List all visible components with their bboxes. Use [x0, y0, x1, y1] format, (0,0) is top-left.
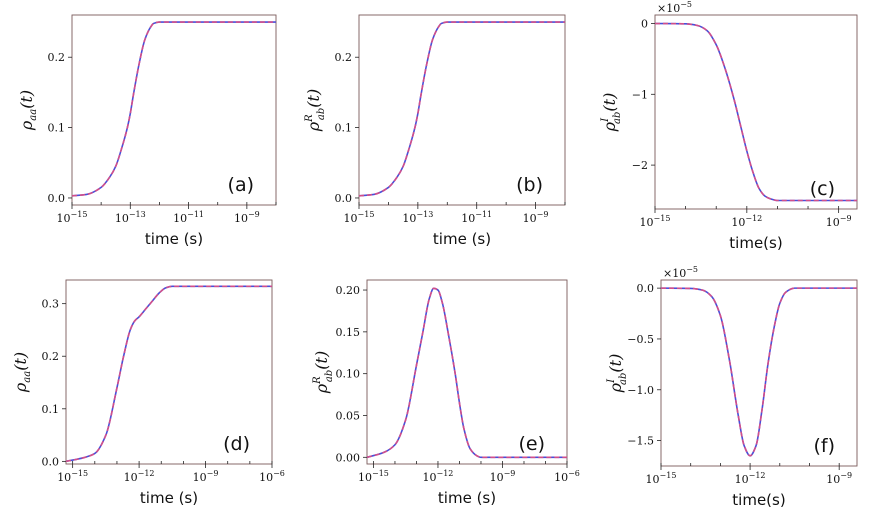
y-tick-label: 0.20	[336, 284, 361, 297]
y-offset-label: ×10−5	[657, 0, 692, 15]
panel-label: (d)	[223, 433, 250, 455]
y-tick-label: 0.2	[42, 350, 60, 363]
y-tick-label: 0.0	[335, 192, 353, 205]
x-tick-label: 10−9	[826, 214, 852, 229]
plot-frame	[65, 279, 273, 465]
y-tick-label: 0.2	[335, 51, 353, 64]
panel-c: 10−15 10−12 10−9 0 −1 −2 ×10−5 time(s) ρIab(t) (c…	[600, 0, 858, 252]
series-exact-line	[654, 22, 857, 202]
y-axis-label: ρIab(t)	[606, 354, 629, 394]
y-tick-label: 0.15	[336, 326, 361, 339]
x-tick-label: 10−12	[423, 469, 454, 484]
x-tick-label: 10−6	[554, 469, 580, 484]
panel-e: 10−15 10−12 10−9 10−6 0.00 0.05 0.10 0.15 0.20 ti…	[312, 279, 580, 507]
y-tick-label: 0.05	[336, 409, 361, 422]
y-tick-label: 0.3	[42, 298, 60, 311]
y-tick-label: −1.5	[627, 435, 654, 448]
y-tick-label: 0.0	[637, 282, 655, 295]
series-approx-line	[358, 21, 565, 197]
plot-frame	[654, 14, 858, 210]
x-axis-label: time (s)	[438, 489, 496, 507]
x-tick-label: 10−15	[358, 469, 389, 484]
panel-f: 10−15 10−12 10−9 0.0 −0.5 −1.0 −1.5 ×10−5 time(s…	[606, 265, 858, 509]
series-approx-line	[654, 22, 857, 202]
x-tick-label: 10−9	[523, 210, 549, 225]
y-axis-label: ρRab(t)	[304, 89, 327, 132]
y-tick-label: 0.00	[336, 451, 361, 464]
y-axis-label: ρIab(t)	[600, 93, 623, 133]
y-tick-label: 0	[641, 17, 648, 30]
x-tick-label: 10−12	[735, 471, 766, 486]
series-exact-line	[71, 21, 276, 197]
x-axis-label: time(s)	[729, 234, 782, 252]
x-tick-label: 10−9	[234, 210, 260, 225]
series-exact-line	[358, 21, 565, 197]
x-tick-label: 10−9	[490, 469, 516, 484]
y-tick-label: 0.2	[48, 51, 66, 64]
y-axis-label: ρRab(t)	[312, 351, 335, 394]
series-approx-line	[366, 287, 567, 459]
x-tick-label: 10−13	[115, 210, 146, 225]
x-axis-label: time (s)	[140, 489, 198, 507]
x-tick-label: 10−11	[173, 210, 204, 225]
y-tick-label: −0.5	[627, 333, 654, 346]
panel-label: (f)	[813, 435, 835, 457]
series-approx-line	[71, 21, 276, 197]
series-exact-line	[660, 287, 857, 457]
panel-label: (c)	[810, 178, 835, 200]
panel-label: (e)	[518, 433, 545, 455]
y-tick-label: 0.1	[42, 403, 60, 416]
y-axis-label: ρaa(t)	[17, 90, 39, 131]
panel-label: (b)	[516, 174, 543, 196]
x-tick-label: 10−12	[731, 214, 762, 229]
y-tick-label: −2	[632, 159, 648, 172]
series-exact-line	[366, 287, 567, 459]
x-tick-label: 10−11	[461, 210, 492, 225]
x-tick-label: 10−9	[193, 469, 219, 484]
series-approx-line	[65, 285, 272, 463]
y-tick-label: −1	[632, 88, 648, 101]
panel-d: 10−15 10−12 10−9 10−6 0.0 0.1 0.2 0.3 time (s) ρa…	[11, 279, 285, 507]
plot-frame	[71, 14, 277, 206]
x-tick-label: 10−12	[124, 469, 155, 484]
x-tick-label: 10−9	[826, 471, 852, 486]
x-tick-label: 10−15	[57, 210, 88, 225]
panel-a: 10−15 10−13 10−11 10−9 0.0 0.1 0.2 time (s) ρaa(…	[17, 14, 277, 248]
x-tick-label: 10−15	[640, 214, 671, 229]
panel-b: 10−15 10−13 10−11 10−9 0.0 0.1 0.2 time (s) ρRab…	[304, 14, 566, 248]
series-approx-line	[660, 287, 857, 457]
y-tick-label: 0.0	[48, 192, 66, 205]
x-tick-label: 10−15	[344, 210, 375, 225]
plot-frame	[358, 14, 566, 206]
y-tick-label: 0.10	[336, 368, 361, 381]
y-tick-label: 0.1	[335, 122, 353, 135]
plot-frame	[660, 279, 858, 467]
y-offset-label: ×10−5	[663, 265, 698, 280]
y-tick-label: 0.0	[42, 455, 60, 468]
x-tick-label: 10−15	[57, 469, 88, 484]
y-axis-label: ρaa(t)	[11, 352, 33, 393]
x-axis-label: time (s)	[145, 230, 203, 248]
x-tick-label: 10−6	[259, 469, 285, 484]
x-tick-label: 10−13	[402, 210, 433, 225]
x-axis-label: time(s)	[732, 491, 785, 509]
y-tick-label: −1.0	[627, 384, 654, 397]
plot-frame	[366, 279, 568, 465]
x-tick-label: 10−15	[646, 471, 677, 486]
y-tick-label: 0.1	[48, 122, 66, 135]
panel-label: (a)	[228, 174, 254, 196]
x-axis-label: time (s)	[433, 230, 491, 248]
